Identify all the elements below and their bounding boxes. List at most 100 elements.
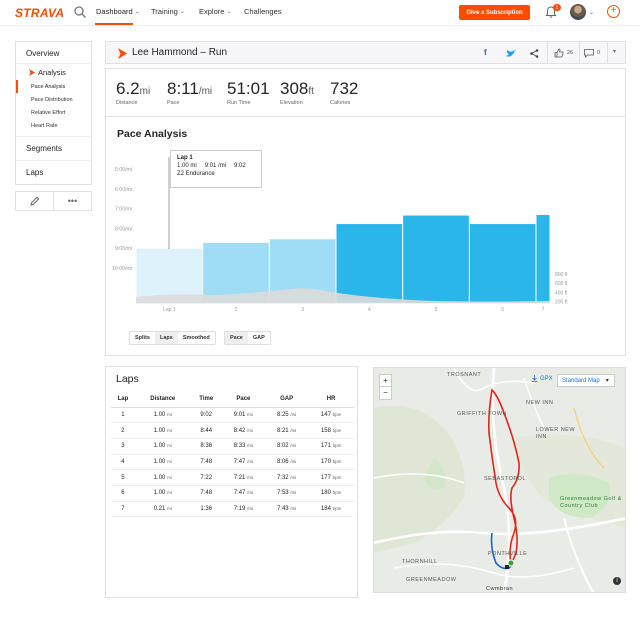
cell-value: 8:42	[233, 427, 246, 434]
avatar[interactable]	[570, 4, 586, 20]
table-row[interactable]: 3 1.00 mi 8:36 8:33 /mi 8:02 /mi 171 bpm	[111, 438, 354, 455]
column-header[interactable]: Distance	[134, 392, 191, 408]
cell-value: 5	[121, 474, 125, 481]
stat-value: 8:11	[167, 79, 199, 98]
search-icon[interactable]	[73, 5, 87, 19]
info-icon[interactable]: i	[613, 577, 621, 585]
pace-bar[interactable]	[403, 215, 469, 303]
add-icon[interactable]: +	[607, 5, 620, 18]
cell-unit: mi	[167, 505, 172, 511]
column-header[interactable]: GAP	[265, 392, 309, 408]
map-label: Greenmeadow Golf & Country Club	[560, 496, 622, 509]
nav-dashboard[interactable]: Dashboard ⌄	[96, 7, 140, 16]
route-map[interactable]: + − GPX Standard Map ▾ TROSNANT GRIFFITH …	[373, 367, 626, 593]
stat-unit: /mi	[198, 86, 213, 97]
zoom-in-button[interactable]: +	[380, 375, 391, 387]
column-header[interactable]: HR	[308, 392, 354, 408]
kudos-icon[interactable]	[554, 48, 564, 58]
table-row[interactable]: 2 1.00 mi 8:44 8:42 /mi 8:21 /mi 158 bpm	[111, 422, 354, 439]
gpx-download[interactable]: GPX	[531, 375, 553, 382]
column-header[interactable]: Pace	[221, 392, 266, 408]
cell-value: 7:43	[276, 505, 289, 512]
sidebar-item-laps[interactable]: Laps	[16, 160, 91, 184]
cell-unit: /mi	[247, 490, 254, 496]
nav-explore[interactable]: Explore ⌄	[199, 7, 232, 16]
toggle-splits[interactable]: Splits	[135, 335, 150, 341]
y-tick-label: 10:00/mi	[112, 266, 132, 272]
sidebar-item-heart-rate[interactable]: Heart Rate	[31, 122, 58, 129]
cell-value: 7:53	[276, 490, 289, 497]
sidebar-item-pace-analysis[interactable]: Pace Analysis	[16, 80, 91, 93]
give-subscription-button[interactable]: Give a Subscription	[459, 5, 530, 20]
y-tick-label: 5:00/mi	[115, 167, 132, 173]
elevation-tick-label: 400 ft	[555, 290, 568, 296]
cell-unit: mi	[167, 427, 172, 433]
column-header[interactable]: Time	[190, 392, 222, 408]
sidebar-item-segments[interactable]: Segments	[16, 136, 91, 160]
cell-unit: bpm	[332, 490, 342, 496]
toggle-gap[interactable]: GAP	[252, 335, 265, 341]
table-row[interactable]: 7 0.21 mi 1:36 7:19 /mi 7:43 /mi 184 bpm	[111, 501, 354, 518]
pace-bar[interactable]	[536, 214, 550, 303]
cell-value: 8:21	[276, 427, 289, 434]
comment-count[interactable]: 0	[597, 50, 601, 56]
table-row[interactable]: 5 1.00 mi 7:22 7:21 /mi 7:32 /mi 177 bpm	[111, 469, 354, 486]
zoom-out-button[interactable]: −	[383, 388, 388, 397]
cell-value: 1.00	[153, 427, 166, 434]
cell-value: 8:33	[233, 443, 246, 450]
stat-distance: 6.2mi Distance	[116, 79, 150, 106]
edit-button[interactable]	[16, 192, 53, 210]
facebook-icon[interactable]: f	[484, 48, 487, 57]
map-label: SEBASTOPOL	[484, 476, 526, 482]
table-cell: 6	[111, 485, 135, 502]
sidebar-item-analysis[interactable]: Analysis	[16, 64, 91, 80]
sidebar-item-overview[interactable]: Overview	[16, 42, 91, 64]
cell-value: 8:02	[276, 443, 289, 450]
cell-value: 1.00	[153, 443, 166, 450]
sidebar-item-relative-effort[interactable]: Relative Effort	[31, 109, 66, 116]
more-actions-button[interactable]: •••	[53, 192, 91, 210]
chevron-down-icon[interactable]: ▾	[613, 49, 617, 55]
toggle-smoothed[interactable]: Smoothed	[182, 335, 210, 341]
toggle-pace[interactable]: Pace	[225, 332, 248, 344]
cell-value: 7:47	[233, 490, 246, 497]
cell-value: 1.00	[153, 411, 166, 418]
pace-bar[interactable]	[469, 224, 536, 303]
sidebar-item-pace-distribution[interactable]: Pace Distribution	[31, 96, 73, 103]
table-cell: 180 bpm	[308, 485, 354, 502]
cell-unit: /mi	[247, 443, 254, 449]
elevation-tick-label: 600 ft	[555, 281, 568, 287]
nav-challenges[interactable]: Challenges	[244, 7, 282, 16]
share-icon[interactable]	[530, 49, 539, 58]
pace-analysis-title: Pace Analysis	[117, 128, 188, 140]
nav-training[interactable]: Training ⌄	[151, 7, 185, 16]
table-row[interactable]: 4 1.00 mi 7:48 7:47 /mi 8:06 /mi 170 bpm	[111, 454, 354, 471]
map-label: PONTHVILLE	[488, 551, 528, 557]
map-label: GRIFFITH TOWN	[457, 411, 507, 417]
pace-chart[interactable]: 5:00/mi 6:00/mi 7:00/mi 8:00/mi 9:00/mi 10:00…	[106, 117, 627, 327]
cell-unit: /mi	[247, 427, 254, 433]
map-style-select[interactable]: Standard Map ▾	[557, 374, 615, 387]
pace-bar[interactable]	[336, 224, 403, 303]
chevron-down-icon[interactable]: ⌄	[589, 10, 595, 16]
kudos-count[interactable]: 26	[567, 50, 574, 56]
pace-bar[interactable]	[136, 248, 203, 303]
twitter-icon[interactable]	[506, 49, 516, 58]
cell-value: 4	[121, 458, 125, 465]
cell-value: 7:32	[276, 474, 289, 481]
strava-logo[interactable]: STRAVA	[15, 6, 65, 20]
cell-value: 7:22	[200, 474, 213, 481]
column-header[interactable]: Lap	[111, 392, 135, 408]
comment-icon[interactable]	[584, 49, 594, 58]
table-cell: 1.00 mi	[134, 454, 191, 471]
y-tick-label: 6:00/mi	[115, 187, 132, 193]
table-row[interactable]: 1 1.00 mi 9:02 9:01 /mi 8:25 /mi 147 bpm	[111, 407, 354, 424]
toggle-laps[interactable]: Laps	[154, 332, 178, 344]
cell-unit: bpm	[332, 474, 342, 480]
cell-value: 7	[121, 505, 125, 512]
cell-unit: /mi	[290, 458, 297, 464]
map-label: LOWER NEW INN	[536, 427, 576, 440]
table-row[interactable]: 6 1.00 mi 7:48 7:47 /mi 7:53 /mi 180 bpm	[111, 485, 354, 502]
map-canvas[interactable]	[374, 368, 626, 593]
x-tick-label: Lap 1	[163, 307, 176, 313]
